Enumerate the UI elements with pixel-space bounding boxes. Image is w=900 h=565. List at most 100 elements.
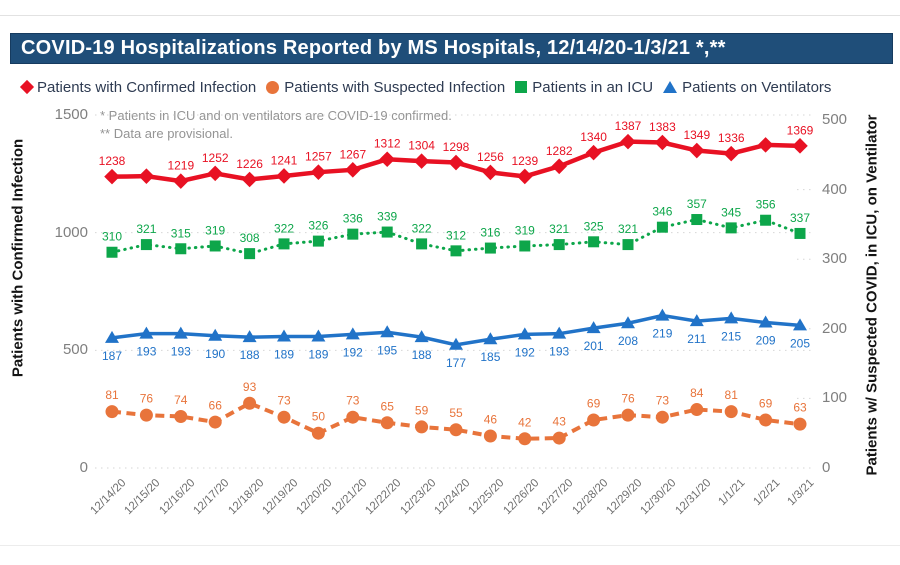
square-marker[interactable] xyxy=(381,226,393,238)
legend-item-triangle[interactable]: Patients on Ventilators xyxy=(663,79,831,96)
square-marker[interactable] xyxy=(760,214,772,226)
square-marker[interactable] xyxy=(691,214,703,226)
diamond-marker[interactable] xyxy=(723,145,739,162)
diamond-marker[interactable] xyxy=(241,171,258,188)
triangle-marker[interactable] xyxy=(414,330,429,343)
diamond-marker[interactable] xyxy=(757,137,774,153)
square-marker[interactable] xyxy=(725,222,737,234)
triangle-marker[interactable] xyxy=(758,315,773,328)
data-label: 1219 xyxy=(167,159,194,173)
data-label: 1383 xyxy=(649,120,676,134)
square-marker[interactable] xyxy=(209,240,221,252)
diamond-marker[interactable] xyxy=(173,173,189,189)
square-marker[interactable] xyxy=(519,240,531,252)
triangle-marker[interactable] xyxy=(277,329,291,342)
diamond-marker[interactable] xyxy=(104,168,120,185)
circle-marker[interactable] xyxy=(311,426,325,440)
diamond-marker[interactable] xyxy=(689,142,705,159)
circle-marker[interactable] xyxy=(793,417,807,431)
square-marker[interactable] xyxy=(484,242,496,254)
triangle-marker[interactable] xyxy=(689,314,704,327)
diamond-marker[interactable] xyxy=(482,164,499,181)
triangle-marker[interactable] xyxy=(483,332,498,345)
triangle-marker[interactable] xyxy=(345,327,360,340)
data-label: 50 xyxy=(312,410,326,424)
circle-marker[interactable] xyxy=(415,420,429,434)
triangle-marker[interactable] xyxy=(311,329,326,342)
diamond-marker[interactable] xyxy=(413,153,430,169)
square-marker[interactable] xyxy=(106,246,118,258)
diamond-marker[interactable] xyxy=(310,164,327,180)
circle-marker[interactable] xyxy=(380,416,394,430)
data-label: 193 xyxy=(136,345,156,359)
data-label: 69 xyxy=(759,396,773,410)
circle-marker[interactable] xyxy=(139,408,153,422)
x-tick-label: 12/18/20 xyxy=(225,477,267,518)
triangle-marker[interactable] xyxy=(552,326,567,339)
circle-marker[interactable] xyxy=(518,432,532,446)
circle-marker[interactable] xyxy=(552,431,566,445)
diamond-marker[interactable] xyxy=(792,138,808,154)
circle-marker[interactable] xyxy=(759,413,773,427)
square-marker[interactable] xyxy=(416,238,428,250)
circle-marker[interactable] xyxy=(105,405,119,419)
circle-marker[interactable] xyxy=(449,423,463,437)
series-circle: 81 76 74 66 93 73 50 73 65 59 55 46 42 43 69 76 73 84 81 69… xyxy=(105,380,807,446)
triangle-marker[interactable] xyxy=(517,327,532,340)
square-marker[interactable] xyxy=(450,245,462,257)
diamond-marker[interactable] xyxy=(585,144,602,161)
data-label: 319 xyxy=(515,223,535,237)
diamond-marker[interactable] xyxy=(620,133,636,150)
diamond-marker[interactable] xyxy=(345,162,361,178)
diamond-marker[interactable] xyxy=(448,154,464,171)
diamond-marker[interactable] xyxy=(276,168,292,184)
triangle-marker[interactable] xyxy=(208,328,223,341)
square-marker[interactable] xyxy=(656,221,668,233)
circle-marker[interactable] xyxy=(621,408,635,422)
triangle-marker[interactable] xyxy=(173,326,188,339)
square-marker[interactable] xyxy=(175,243,187,255)
data-label: 205 xyxy=(790,336,810,350)
legend-item-circle[interactable]: Patients with Suspected Infection xyxy=(266,79,505,96)
triangle-marker[interactable] xyxy=(793,318,807,331)
circle-marker[interactable] xyxy=(724,405,738,419)
square-marker[interactable] xyxy=(553,239,565,251)
square-marker[interactable] xyxy=(588,236,600,248)
data-label: 192 xyxy=(343,345,363,359)
triangle-marker[interactable] xyxy=(380,325,395,338)
triangle-marker[interactable] xyxy=(105,330,119,343)
circle-marker[interactable] xyxy=(690,403,704,417)
circle-marker[interactable] xyxy=(208,415,222,429)
triangle-marker[interactable] xyxy=(586,321,601,334)
circle-marker[interactable] xyxy=(587,413,601,427)
square-marker[interactable] xyxy=(622,239,634,251)
square-marker[interactable] xyxy=(312,235,324,247)
circle-marker[interactable] xyxy=(277,410,291,424)
square-marker[interactable] xyxy=(278,238,290,250)
diamond-icon xyxy=(19,79,35,95)
circle-marker[interactable] xyxy=(655,410,669,424)
diamond-marker[interactable] xyxy=(551,158,567,175)
diamond-marker[interactable] xyxy=(207,165,223,182)
diamond-marker[interactable] xyxy=(517,168,533,185)
circle-marker[interactable] xyxy=(243,396,257,410)
square-marker[interactable] xyxy=(347,228,359,240)
triangle-marker[interactable] xyxy=(242,330,257,343)
circle-marker[interactable] xyxy=(483,429,497,443)
data-label: 326 xyxy=(308,219,328,233)
square-marker[interactable] xyxy=(140,239,152,251)
diamond-marker[interactable] xyxy=(379,151,395,168)
diamond-marker[interactable] xyxy=(654,134,671,151)
diamond-marker[interactable] xyxy=(138,168,155,184)
circle-marker[interactable] xyxy=(346,410,360,424)
circle-marker[interactable] xyxy=(174,409,188,423)
triangle-marker[interactable] xyxy=(449,337,463,350)
triangle-marker[interactable] xyxy=(724,311,739,324)
legend-item-square[interactable]: Patients in an ICU xyxy=(515,79,653,96)
triangle-marker[interactable] xyxy=(655,308,670,321)
square-marker[interactable] xyxy=(244,248,256,260)
legend-item-diamond[interactable]: Patients with Confirmed Infection xyxy=(19,79,256,96)
square-marker[interactable] xyxy=(794,227,806,239)
triangle-marker[interactable] xyxy=(139,326,154,339)
triangle-marker[interactable] xyxy=(621,316,635,329)
